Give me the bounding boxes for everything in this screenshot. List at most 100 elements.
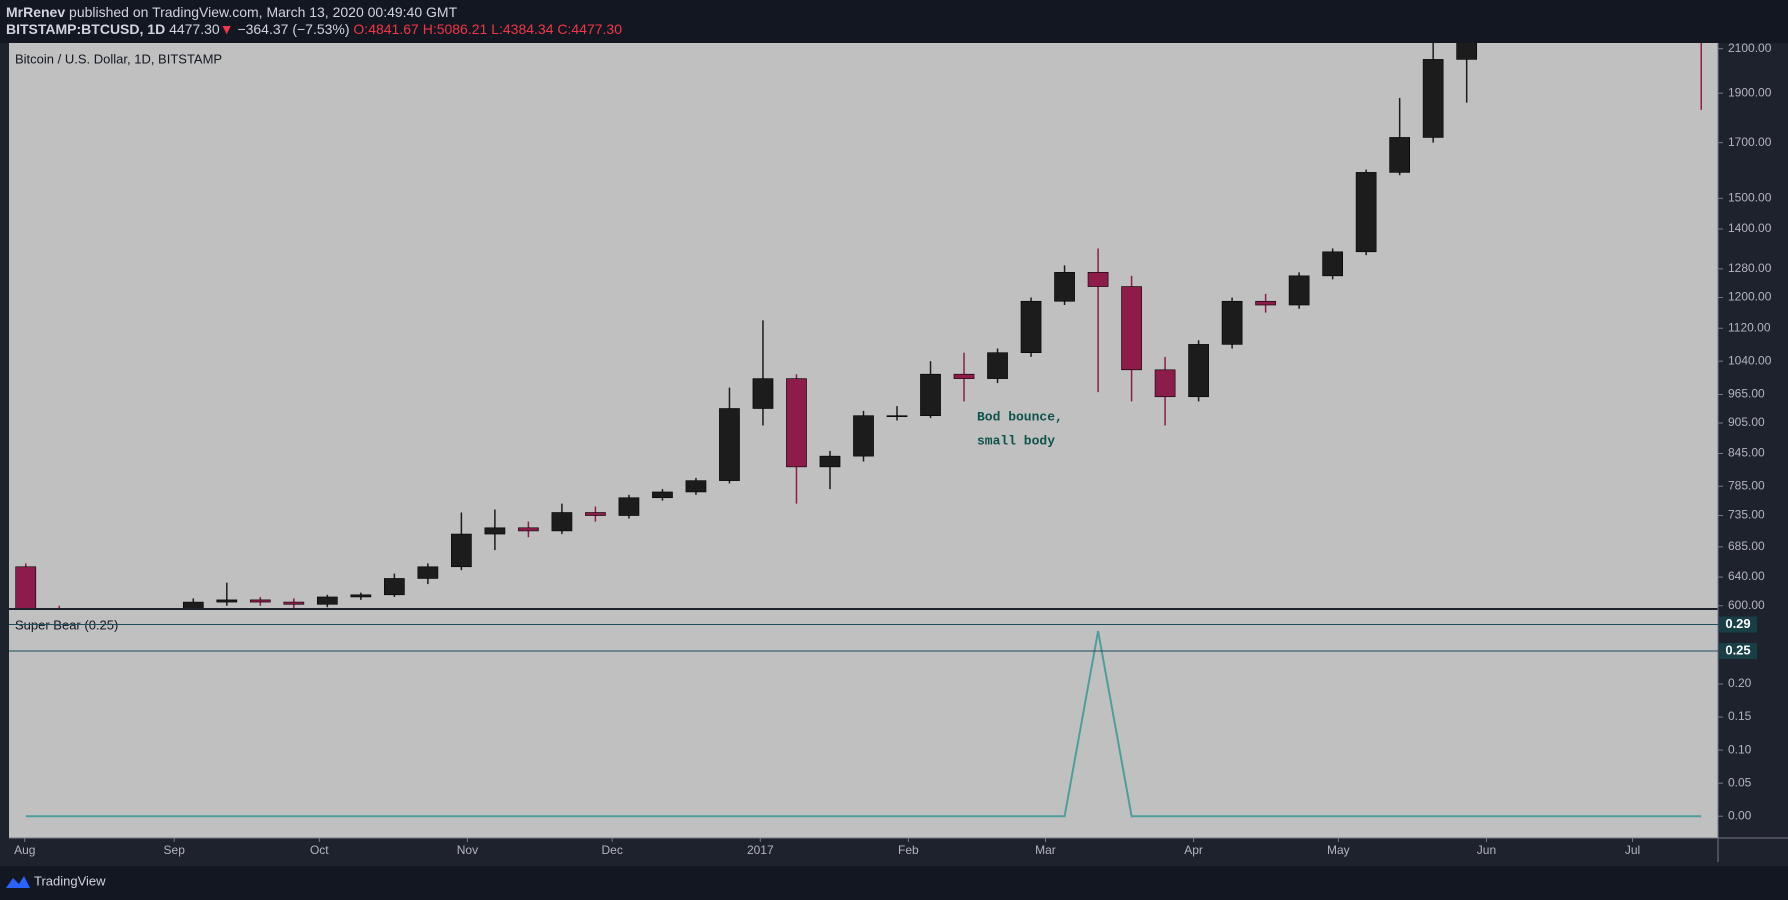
candle-body [618,497,640,516]
quote-line: BITSTAMP:BTCUSD, 1D 4477.30▼ −364.37 (−7… [6,21,622,37]
candle-body [1322,251,1343,277]
y-tick-label: 735.00 [1728,508,1765,522]
y-tick-label: 1500.00 [1728,190,1772,204]
candle-body [685,480,707,493]
candle-body [585,512,606,516]
candle-body [1087,272,1109,287]
y-tick-label: 905.00 [1728,415,1765,429]
candle-body [316,596,338,605]
candle-body [1422,59,1444,138]
x-tick-label: Jun [1477,843,1496,857]
candle-body [987,352,1008,379]
header-line: MrRenev published on TradingView.com, Ma… [6,4,458,20]
level-label: 0.25 [1725,642,1750,657]
price-legend: Bitcoin / U.S. Dollar, 1D, BITSTAMP [15,51,222,66]
candle-body [1355,172,1377,253]
candle-body [249,599,271,603]
candle-body [1456,43,1478,60]
x-tick-label: Dec [602,843,623,857]
candle-body [1020,300,1042,354]
candle-body [1255,300,1276,306]
candle-body [15,566,37,608]
change: −364.37 (−7.53%) [237,21,349,37]
y-tick-label: 0.15 [1728,709,1752,723]
x-tick-label: May [1327,843,1350,857]
y-tick-label: 1200.00 [1728,290,1772,304]
y-tick-label: 785.00 [1728,478,1765,492]
y-tick-label: 1400.00 [1728,221,1772,235]
candle-body [920,373,941,416]
x-tick-label: Mar [1035,843,1056,857]
y-tick-label: 1280.00 [1728,261,1772,275]
candle-body [518,527,539,532]
level-label: 0.29 [1725,616,1750,631]
candle-body [886,415,908,417]
y-tick-label: 2100.00 [1728,41,1772,55]
y-tick-label: 1040.00 [1728,353,1772,367]
x-tick-label: Jul [1625,843,1640,857]
candle-body [1121,286,1142,371]
candle-body [786,378,807,468]
price-pane [9,43,1718,608]
author: MrRenev [6,4,65,20]
candle-body [417,566,439,579]
candle-body [1188,344,1209,398]
candle-body [1288,275,1310,306]
y-tick-label: 1120.00 [1728,320,1771,334]
indicator-line [25,630,1702,818]
last: 4477.30 [169,21,220,37]
x-tick-label: Aug [14,843,35,857]
candle-body [652,491,673,499]
candle-body [719,408,740,481]
y-tick-label: 0.05 [1728,775,1752,789]
x-tick-label: Feb [898,843,919,857]
candle-body [1221,300,1243,345]
candle-body [1154,369,1176,398]
y-tick-label: 640.00 [1728,569,1765,583]
indicator-pane [9,610,1718,838]
low: L:4384.34 [491,21,553,37]
footer-bar [0,866,1788,900]
indicator-plot [25,630,1702,818]
y-tick-label: 845.00 [1728,446,1765,460]
annotation: Bod bounce, [977,409,1063,424]
x-tick-label: Nov [457,843,478,857]
candle-body [853,415,874,457]
annotation: small body [977,433,1055,448]
brand: TradingView [34,873,106,888]
brand-logo [6,876,30,888]
y-tick-label: 600.00 [1728,598,1765,612]
y-tick-label: 965.00 [1728,387,1765,401]
candle-body [484,527,506,535]
y-tick-label: 0.20 [1728,676,1752,690]
x-tick-label: Sep [164,843,186,857]
candle-body [216,599,238,603]
candle-body [1054,272,1075,302]
published: published on TradingView.com, March 13, … [69,4,458,20]
candle-body [350,594,372,598]
y-tick-label: 0.00 [1728,808,1752,822]
y-tick-label: 0.10 [1728,742,1752,756]
y-tick-label: 1900.00 [1728,85,1772,99]
candle-body [819,455,841,468]
direction: ▼ [220,21,234,37]
candle-body [752,378,774,409]
price-plot [15,43,1702,608]
candle-body [953,373,975,379]
candle-body [451,533,472,568]
x-tick-label: Oct [310,843,329,857]
x-tick-label: 2017 [747,843,774,857]
y-tick-label: 1700.00 [1728,135,1772,149]
level-label-box [1719,616,1757,633]
level-label-box [1719,642,1757,659]
close: C:4477.30 [557,21,622,37]
candle-body [384,578,405,596]
candle-body [283,601,305,605]
symbol: BITSTAMP:BTCUSD, 1D [6,21,165,37]
open: O:4841.67 [353,21,419,37]
x-tick-label: Apr [1184,843,1203,857]
candle-body [1389,137,1411,173]
candle-body [182,601,204,608]
